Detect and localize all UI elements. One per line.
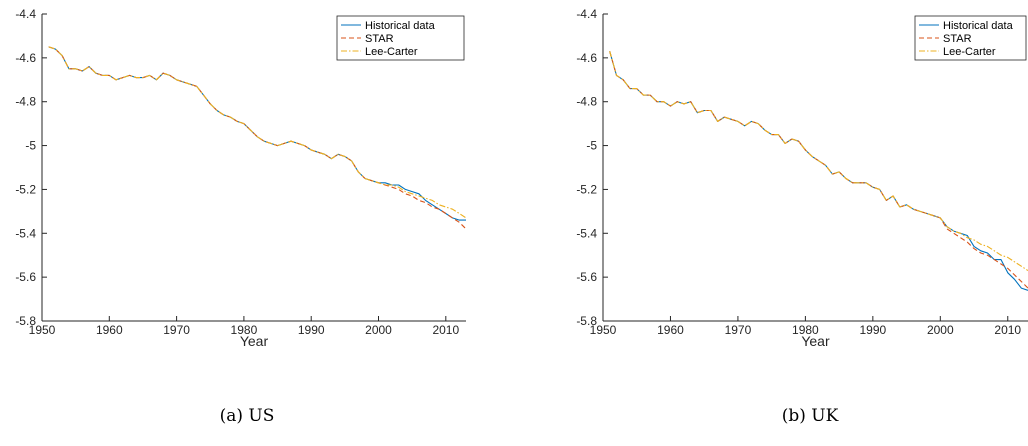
series-group (48, 46, 466, 230)
series-line-star (609, 51, 1028, 289)
series-line-historical-data (48, 46, 466, 221)
y-tick-label: -5.8 (576, 314, 597, 328)
x-tick-label: 2010 (994, 323, 1021, 337)
y-tick-label: -4.8 (576, 95, 597, 109)
x-tick-label: 2000 (927, 323, 954, 337)
x-tick-label: 1990 (859, 323, 886, 337)
x-tick-label: 1950 (590, 323, 617, 337)
series-line-lee-carter (48, 46, 466, 219)
y-tick-label: -4.4 (576, 7, 597, 21)
x-tick-label: 1980 (231, 323, 258, 337)
series-line-lee-carter (609, 51, 1028, 272)
series-line-star (48, 46, 466, 230)
y-tick-label: -5.2 (15, 182, 36, 196)
legend-entry: Lee-Carter (943, 46, 996, 58)
series-line-historical-data (609, 51, 1028, 291)
y-tick-label: -4.4 (15, 7, 36, 21)
legend-box (914, 15, 1027, 61)
x-tick-label: 1980 (792, 323, 819, 337)
y-tick-label: -5.4 (15, 226, 36, 240)
y-tick-label: -5 (586, 139, 597, 153)
y-tick-label: -4.6 (15, 51, 36, 65)
y-tick-label: -4.6 (576, 51, 597, 65)
x-tick-label: 2000 (365, 323, 392, 337)
x-tick-label: 1970 (725, 323, 752, 337)
figure-caption: (a) US (220, 406, 275, 426)
y-tick-label: -4.8 (15, 95, 36, 109)
y-tick-label: -5.6 (576, 270, 597, 284)
x-tick-label: 1990 (298, 323, 325, 337)
y-tick-label: -5 (25, 139, 36, 153)
y-tick-label: -5.4 (576, 226, 597, 240)
x-axis-label: Year (240, 333, 269, 349)
legend-entry: Lee-Carter (365, 46, 418, 58)
y-tick-label: -5.6 (15, 270, 36, 284)
x-tick-label: 1960 (96, 323, 123, 337)
legend-entry: STAR (943, 33, 972, 45)
y-tick-label: -5.8 (15, 314, 36, 328)
x-axis-label: Year (801, 333, 830, 349)
x-tick-label: 1970 (163, 323, 190, 337)
x-tick-label: 2010 (432, 323, 459, 337)
series-group (609, 51, 1028, 291)
legend-entry: Historical data (943, 20, 1014, 32)
x-tick-label: 1950 (29, 323, 56, 337)
x-tick-label: 1960 (657, 323, 684, 337)
legend-entry: STAR (365, 33, 394, 45)
figure-caption: (b) UK (782, 406, 839, 426)
legend-entry: Historical data (365, 20, 436, 32)
y-tick-label: -5.2 (576, 182, 597, 196)
